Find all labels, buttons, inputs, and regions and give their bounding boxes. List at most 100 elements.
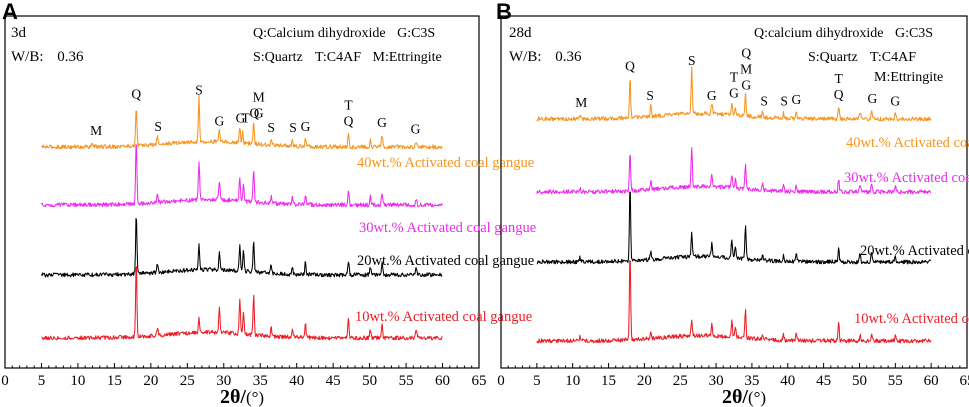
x-tick-label: 50 <box>362 373 377 389</box>
x-tick-label: 0 <box>1 373 9 389</box>
legend-entry: Q:calcium dihydroxide <box>754 26 883 41</box>
panel-label: A <box>2 0 18 24</box>
peak-label: G <box>301 119 311 134</box>
x-tick-label: 20 <box>637 373 652 389</box>
wb-value: 0.36 <box>57 49 84 65</box>
peak-label: G <box>236 111 246 126</box>
peak-label: G <box>254 105 264 120</box>
legend-entry: S:Quartz <box>808 50 858 65</box>
peak-label: T <box>242 111 251 126</box>
peak-label: T <box>730 69 739 84</box>
x-tick-label: 25 <box>180 373 195 389</box>
series-label: 10wt.% Activated coal gangue <box>355 309 532 325</box>
peak-label: S <box>267 120 275 135</box>
wb-label: W/B: <box>11 49 44 65</box>
peak-label: T <box>835 71 844 86</box>
xrd-trace <box>536 66 932 122</box>
peak-label: G <box>707 88 717 103</box>
wb-label: W/B: <box>509 49 542 65</box>
legend-entry: Q:Calcium dihydroxide <box>253 26 386 41</box>
xrd-trace <box>536 147 932 195</box>
series-labels: 40wt.% Activated coal gangue 30wt.% Activ… <box>844 135 969 327</box>
peak-label: G <box>411 122 421 137</box>
x-tick-label: 55 <box>888 373 903 389</box>
x-tick-label: 5 <box>533 373 541 389</box>
series-label: 10wt.% Activated coal gangue <box>854 311 969 327</box>
x-tick-label: 45 <box>816 373 831 389</box>
peak-label: T <box>344 97 353 112</box>
legend-line-2: S:Quartz T:C4AF M:Ettringite <box>253 50 442 65</box>
series-label: 20wt.% Activated coal gangue <box>860 243 969 259</box>
x-axis-tick-labels: 0 5 10 15 20 25 30 35 40 45 50 55 60 65 <box>1 373 486 389</box>
x-tick-label: 40 <box>289 373 304 389</box>
x-tick-label: 40 <box>780 373 795 389</box>
peak-label: M <box>575 95 587 110</box>
legend-entry: T:C4AF <box>315 50 361 65</box>
peak-label: M <box>90 123 102 138</box>
x-tick-label: 10 <box>70 373 85 389</box>
peak-label: M <box>740 61 752 76</box>
peak-label: G <box>867 91 877 106</box>
peak-label: Q <box>625 58 635 73</box>
x-tick-label: 30 <box>216 373 231 389</box>
series-labels: 40wt.% Activated coal gangue 30wt.% Activ… <box>355 155 536 325</box>
age-label: 28d <box>509 25 532 41</box>
legend-line-1: Q:calcium dihydroxide G:C3S <box>754 26 933 41</box>
series-label: 30wt.% Activated coal gangue <box>844 170 969 186</box>
peak-label: G <box>890 94 900 109</box>
x-tick-label: 30 <box>709 373 724 389</box>
peak-label: Q <box>250 105 260 120</box>
panel-a: A 3d W/B: 0.36 Q:Calcium dihydroxide G:C… <box>1 0 536 407</box>
xrd-trace <box>536 260 932 344</box>
peak-label: S <box>289 120 297 135</box>
series-label: 40wt.% Activated coal gangue <box>357 155 534 171</box>
panel-label: B <box>496 0 512 24</box>
x-tick-label: 35 <box>253 373 268 389</box>
peak-label: G <box>215 113 225 128</box>
xrd-trace <box>41 266 443 341</box>
x-tick-label: 55 <box>399 373 414 389</box>
plot-frame <box>4 15 480 369</box>
peak-label: G <box>741 77 751 92</box>
x-tick-label: 45 <box>326 373 341 389</box>
legend-entry: M:Ettringite <box>373 50 442 65</box>
peak-label: Q <box>834 87 844 102</box>
x-axis-label: 2θ/(°) <box>220 386 264 407</box>
wb-value: 0.36 <box>555 49 582 65</box>
age-label: 3d <box>11 25 27 41</box>
peak-label: M <box>253 89 265 104</box>
peak-label: S <box>780 94 788 109</box>
series-label: 40wt.% Activated coal gangue <box>846 135 969 151</box>
legend-line-3: M:Ettringite <box>874 70 943 85</box>
peak-label: S <box>154 119 162 134</box>
x-tick-label: 0 <box>497 373 505 389</box>
legend-entry: T:C4AF <box>870 50 916 65</box>
xrd-trace <box>40 218 443 278</box>
xrd-traces <box>536 66 932 344</box>
series-label: 30wt.% Activated coal gangue <box>359 220 536 236</box>
peak-label: S <box>195 82 203 97</box>
svg-text:W/B: 0.36: W/B: 0.36 <box>509 49 582 65</box>
x-axis-label: 2θ/(°) <box>722 386 766 407</box>
x-tick-label: 60 <box>924 373 939 389</box>
xrd-trace <box>40 144 443 208</box>
plot-frame <box>500 15 968 369</box>
x-tick-label: 15 <box>107 373 122 389</box>
legend-entry: G:C3S <box>397 26 435 41</box>
x-axis-ticks <box>4 363 480 368</box>
series-label: 20wt.% Activated coal gangue <box>357 253 534 269</box>
legend-entry: S:Quartz <box>253 50 303 65</box>
peak-label: S <box>688 53 696 68</box>
legend-entry: M:Ettringite <box>874 70 943 85</box>
x-tick-label: 25 <box>673 373 688 389</box>
x-tick-label: 50 <box>852 373 867 389</box>
x-tick-label: 65 <box>960 373 969 389</box>
x-tick-label: 5 <box>38 373 46 389</box>
xrd-traces <box>40 94 443 341</box>
x-tick-label: 15 <box>601 373 616 389</box>
svg-text:W/B: 0.36: W/B: 0.36 <box>11 49 84 65</box>
peak-label: S <box>760 94 768 109</box>
peak-label: Q <box>344 113 354 128</box>
